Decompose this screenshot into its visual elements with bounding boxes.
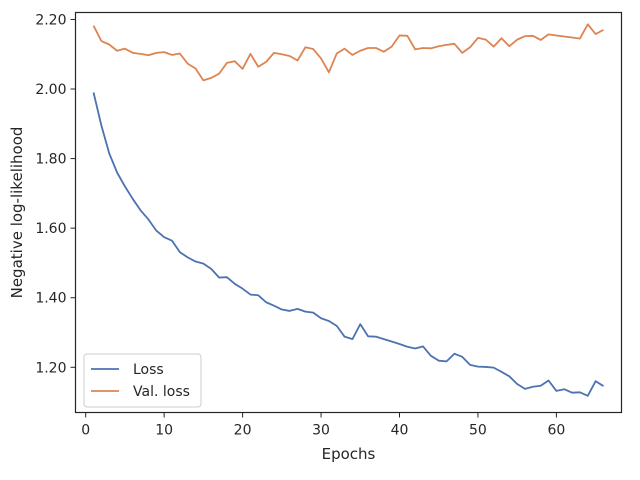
legend-label-val-loss: Val. loss (133, 384, 190, 400)
y-tick-label: 1.60 (35, 221, 66, 237)
series-line-val-loss (92, 23, 604, 82)
series-lines (92, 23, 604, 397)
y-tick-label: 1.20 (35, 360, 66, 376)
y-tick-label: 1.40 (35, 291, 66, 307)
y-tick-label: 2.00 (35, 82, 66, 98)
ticks: 0 10 20 30 40 50 60 1.20 1.40 1.60 1.80 2.00 2.20 (35, 12, 565, 438)
legend-label-loss: Loss (133, 362, 164, 378)
y-axis-label: Negative log-likelihood (8, 127, 26, 299)
x-tick-label: 50 (469, 423, 487, 439)
legend: Loss Val. loss (83, 353, 202, 408)
y-tick-label: 1.80 (35, 152, 66, 168)
x-tick-label: 10 (155, 423, 173, 439)
series-line-loss (92, 92, 604, 397)
plot-frame (74, 11, 623, 414)
x-tick-label: 60 (547, 423, 565, 439)
y-tick-label: 2.20 (35, 12, 66, 28)
x-tick-label: 40 (391, 423, 409, 439)
legend-box (83, 353, 202, 408)
x-axis-label: Epochs (322, 445, 376, 463)
x-tick-label: 20 (234, 423, 252, 439)
x-tick-label: 30 (312, 423, 330, 439)
x-tick-label: 0 (81, 423, 90, 439)
